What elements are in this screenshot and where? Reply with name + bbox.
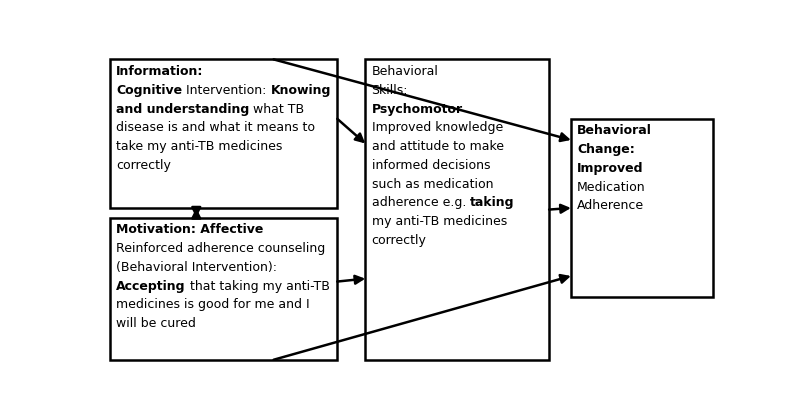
Text: medicines is good for me and I: medicines is good for me and I xyxy=(116,298,309,311)
Text: Change:: Change: xyxy=(577,143,634,156)
Text: Behavioral: Behavioral xyxy=(371,65,438,78)
Text: Information:: Information: xyxy=(116,65,203,78)
Text: Medication: Medication xyxy=(577,181,645,193)
Text: and understanding: and understanding xyxy=(116,103,249,116)
Text: Accepting: Accepting xyxy=(116,280,185,293)
Text: adherence e.g.: adherence e.g. xyxy=(371,196,469,210)
Bar xyxy=(110,217,337,360)
Text: take my anti-TB medicines: take my anti-TB medicines xyxy=(116,140,282,153)
Text: Improved: Improved xyxy=(577,162,643,175)
Text: Motivation: Affective: Motivation: Affective xyxy=(116,223,263,236)
Text: informed decisions: informed decisions xyxy=(371,159,490,172)
Text: Adherence: Adherence xyxy=(577,199,643,212)
Text: (Behavioral Intervention):: (Behavioral Intervention): xyxy=(116,261,277,274)
Text: Skills:: Skills: xyxy=(371,84,408,97)
Text: correctly: correctly xyxy=(371,234,426,247)
Text: Improved knowledge: Improved knowledge xyxy=(371,122,502,134)
Text: Psychomotor: Psychomotor xyxy=(371,103,462,116)
Bar xyxy=(110,59,337,208)
Text: disease is and what it means to: disease is and what it means to xyxy=(116,122,315,134)
Text: Cognitive: Cognitive xyxy=(116,84,182,97)
Text: Reinforced adherence counseling: Reinforced adherence counseling xyxy=(116,242,325,255)
Text: correctly: correctly xyxy=(116,159,171,172)
Text: my anti-TB medicines: my anti-TB medicines xyxy=(371,215,506,228)
Bar xyxy=(365,59,548,360)
Text: Intervention:: Intervention: xyxy=(182,84,271,97)
Text: that taking my anti-TB: that taking my anti-TB xyxy=(185,280,329,293)
Text: what TB: what TB xyxy=(249,103,304,116)
Text: taking: taking xyxy=(469,196,514,210)
Text: will be cured: will be cured xyxy=(116,317,196,330)
Text: Knowing: Knowing xyxy=(271,84,331,97)
Bar xyxy=(570,119,712,298)
Text: Behavioral: Behavioral xyxy=(577,124,651,137)
Text: such as medication: such as medication xyxy=(371,178,492,190)
Text: and attitude to make: and attitude to make xyxy=(371,140,503,153)
